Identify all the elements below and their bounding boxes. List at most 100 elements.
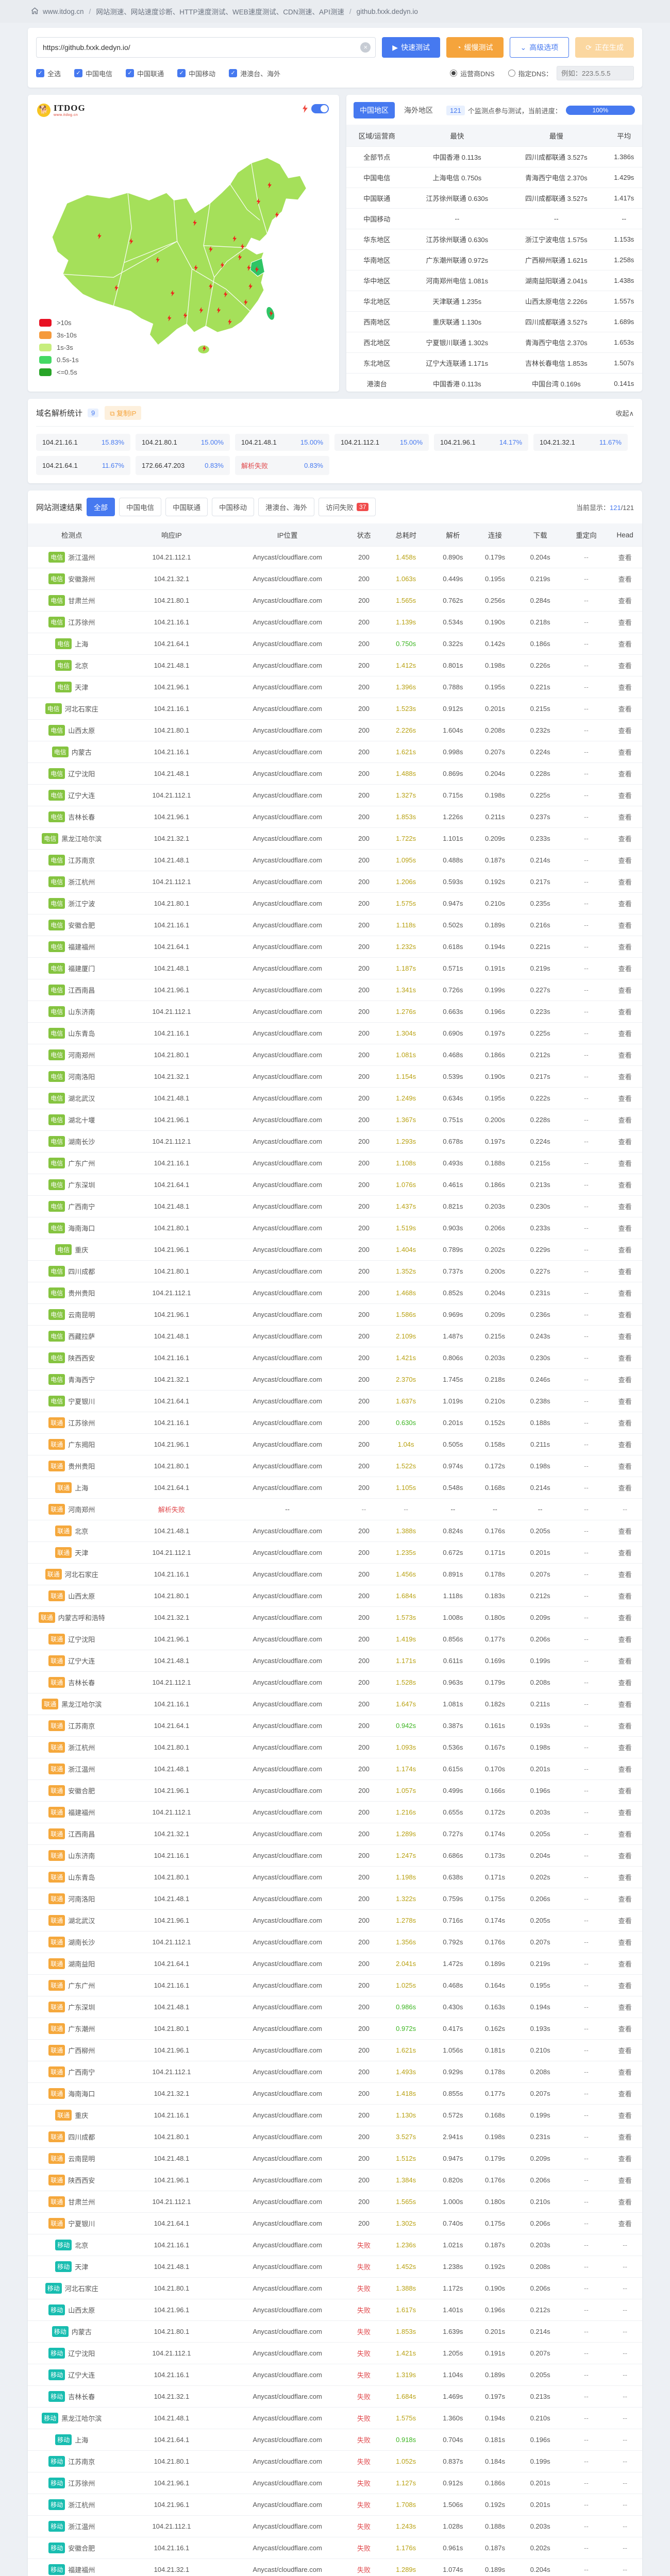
- view-head-link[interactable]: 查看: [618, 1592, 632, 1600]
- view-head-link[interactable]: 查看: [618, 749, 632, 756]
- view-head-link[interactable]: 查看: [618, 792, 632, 800]
- view-head-link[interactable]: 查看: [618, 1290, 632, 1297]
- view-head-link[interactable]: 查看: [618, 987, 632, 994]
- view-head-link[interactable]: 查看: [618, 2177, 632, 2184]
- view-head-link[interactable]: 查看: [618, 619, 632, 626]
- view-head-link[interactable]: 查看: [618, 1311, 632, 1319]
- view-head-link[interactable]: 查看: [618, 1895, 632, 1903]
- view-head-link[interactable]: 查看: [618, 1982, 632, 1990]
- view-head-link[interactable]: 查看: [618, 705, 632, 713]
- node-marker-icon[interactable]: [193, 219, 197, 226]
- view-head-link[interactable]: 查看: [618, 1939, 632, 1946]
- view-head-link[interactable]: 查看: [618, 575, 632, 583]
- tab-china-region[interactable]: 中国地区: [354, 102, 395, 118]
- slow-test-button[interactable]: ◔ 缓慢测试: [446, 37, 504, 58]
- custom-dns-input[interactable]: [557, 66, 634, 80]
- view-head-link[interactable]: 查看: [618, 770, 632, 778]
- carrier-checkbox-1[interactable]: ✓ 中国电信: [74, 69, 112, 78]
- node-marker-icon[interactable]: [97, 232, 102, 240]
- view-head-link[interactable]: 查看: [618, 1766, 632, 1773]
- view-head-link[interactable]: 查看: [618, 1809, 632, 1817]
- view-head-link[interactable]: 查看: [618, 1376, 632, 1384]
- node-marker-icon[interactable]: [244, 299, 248, 306]
- carrier-checkbox-4[interactable]: ✓ 港澳台、海外: [229, 69, 280, 78]
- view-head-link[interactable]: 查看: [618, 1225, 632, 1232]
- view-head-link[interactable]: 查看: [618, 1679, 632, 1687]
- node-marker-icon[interactable]: [156, 257, 160, 263]
- node-marker-icon[interactable]: [194, 264, 198, 272]
- node-marker-icon[interactable]: [223, 291, 228, 298]
- view-head-link[interactable]: 查看: [618, 1571, 632, 1579]
- view-head-link[interactable]: 查看: [618, 1463, 632, 1470]
- view-head-link[interactable]: 查看: [618, 1333, 632, 1341]
- node-marker-icon[interactable]: [275, 211, 279, 218]
- node-marker-icon[interactable]: [129, 238, 133, 245]
- tab-overseas-region[interactable]: 海外地区: [404, 106, 433, 114]
- filter-中国联通[interactable]: 中国联通: [165, 498, 208, 516]
- node-marker-icon[interactable]: [216, 307, 221, 314]
- node-marker-icon[interactable]: [247, 264, 251, 272]
- view-head-link[interactable]: 查看: [618, 1116, 632, 1124]
- filter-中国移动[interactable]: 中国移动: [212, 498, 255, 516]
- view-head-link[interactable]: 查看: [618, 1203, 632, 1211]
- view-head-link[interactable]: 查看: [618, 1095, 632, 1103]
- view-head-link[interactable]: 查看: [618, 2220, 632, 2228]
- view-head-link[interactable]: 查看: [618, 1052, 632, 1059]
- view-head-link[interactable]: 查看: [618, 2133, 632, 2141]
- node-marker-icon[interactable]: [256, 198, 261, 205]
- view-head-link[interactable]: 查看: [618, 1484, 632, 1492]
- view-head-link[interactable]: 查看: [618, 1181, 632, 1189]
- node-marker-icon[interactable]: [220, 262, 225, 268]
- home-icon[interactable]: [31, 7, 39, 16]
- filter-港澳台、海外[interactable]: 港澳台、海外: [258, 498, 315, 516]
- view-head-link[interactable]: 查看: [618, 1657, 632, 1665]
- url-input[interactable]: [36, 37, 376, 58]
- view-head-link[interactable]: 查看: [618, 2112, 632, 2120]
- view-head-link[interactable]: 查看: [618, 1701, 632, 1708]
- node-marker-icon[interactable]: [199, 307, 204, 314]
- view-head-link[interactable]: 查看: [618, 1722, 632, 1730]
- view-head-link[interactable]: 查看: [618, 597, 632, 605]
- collapse-link[interactable]: 收起∧: [615, 410, 634, 417]
- view-head-link[interactable]: 查看: [618, 965, 632, 973]
- view-head-link[interactable]: 查看: [618, 2198, 632, 2206]
- view-head-link[interactable]: 查看: [618, 1636, 632, 1643]
- view-head-link[interactable]: 查看: [618, 1268, 632, 1276]
- view-head-link[interactable]: 查看: [618, 1073, 632, 1081]
- view-head-link[interactable]: 查看: [618, 1744, 632, 1752]
- view-head-link[interactable]: 查看: [618, 1852, 632, 1860]
- filter-中国电信[interactable]: 中国电信: [119, 498, 162, 516]
- view-head-link[interactable]: 查看: [618, 640, 632, 648]
- advanced-options-button[interactable]: ⌄ 高级选项: [509, 37, 569, 58]
- view-head-link[interactable]: 查看: [618, 1960, 632, 1968]
- marker-toggle[interactable]: [311, 104, 329, 113]
- view-head-link[interactable]: 查看: [618, 814, 632, 821]
- node-marker-icon[interactable]: [248, 283, 253, 290]
- view-head-link[interactable]: 查看: [618, 1528, 632, 1535]
- view-head-link[interactable]: 查看: [618, 2155, 632, 2163]
- node-marker-icon[interactable]: [232, 235, 237, 242]
- view-head-link[interactable]: 查看: [618, 1008, 632, 1016]
- filter-全部[interactable]: 全部: [87, 498, 115, 516]
- copy-ip-button[interactable]: ⧉ 复制IP: [105, 406, 142, 420]
- breadcrumb-section[interactable]: 网站测速、网站速度诊断、HTTP速度测试、WEB速度测试、CDN测速、API测速: [96, 8, 344, 16]
- view-head-link[interactable]: 查看: [618, 2090, 632, 2098]
- carrier-checkbox-3[interactable]: ✓ 中国移动: [177, 69, 215, 78]
- node-marker-icon[interactable]: [183, 312, 188, 319]
- view-head-link[interactable]: 查看: [618, 1441, 632, 1449]
- filter-访问失败[interactable]: 访问失败 37: [319, 498, 376, 516]
- view-head-link[interactable]: 查看: [618, 1030, 632, 1038]
- clear-input-icon[interactable]: ×: [360, 42, 371, 53]
- view-head-link[interactable]: 查看: [618, 684, 632, 691]
- view-head-link[interactable]: 查看: [618, 922, 632, 929]
- view-head-link[interactable]: 查看: [618, 878, 632, 886]
- node-marker-icon[interactable]: [171, 290, 175, 297]
- breadcrumb-site[interactable]: www.itdog.cn: [43, 7, 84, 15]
- node-marker-icon[interactable]: [209, 283, 213, 290]
- node-marker-icon[interactable]: [238, 254, 242, 261]
- carrier-checkbox-0[interactable]: ✓ 全选: [36, 69, 61, 78]
- node-marker-icon[interactable]: [167, 315, 172, 321]
- node-marker-icon[interactable]: [255, 266, 259, 273]
- view-head-link[interactable]: 查看: [618, 1874, 632, 1882]
- view-head-link[interactable]: 查看: [618, 1549, 632, 1557]
